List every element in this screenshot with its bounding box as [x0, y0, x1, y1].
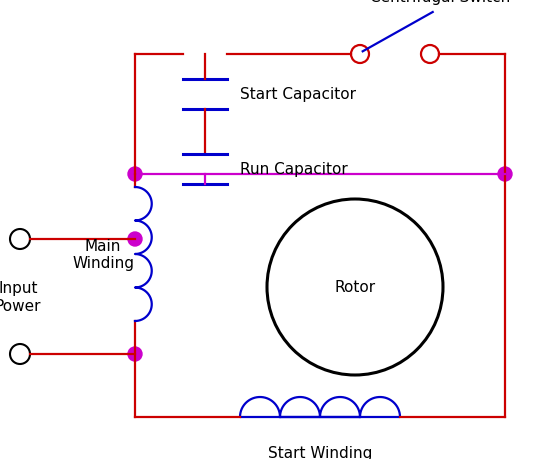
Text: Start Winding: Start Winding	[268, 445, 372, 459]
Text: Start Capacitor: Start Capacitor	[240, 87, 356, 102]
Circle shape	[10, 230, 30, 249]
Text: Main
Winding: Main Winding	[72, 238, 134, 271]
Circle shape	[351, 46, 369, 64]
Text: Input
Power: Input Power	[0, 281, 42, 313]
Text: Rotor: Rotor	[334, 280, 376, 295]
Circle shape	[421, 46, 439, 64]
Circle shape	[10, 344, 30, 364]
Text: Run Capacitor: Run Capacitor	[240, 162, 348, 177]
Circle shape	[128, 233, 142, 246]
Text: Centrifugal Switch: Centrifugal Switch	[370, 0, 510, 5]
Circle shape	[128, 347, 142, 361]
Circle shape	[267, 200, 443, 375]
Circle shape	[498, 168, 512, 182]
Circle shape	[128, 168, 142, 182]
